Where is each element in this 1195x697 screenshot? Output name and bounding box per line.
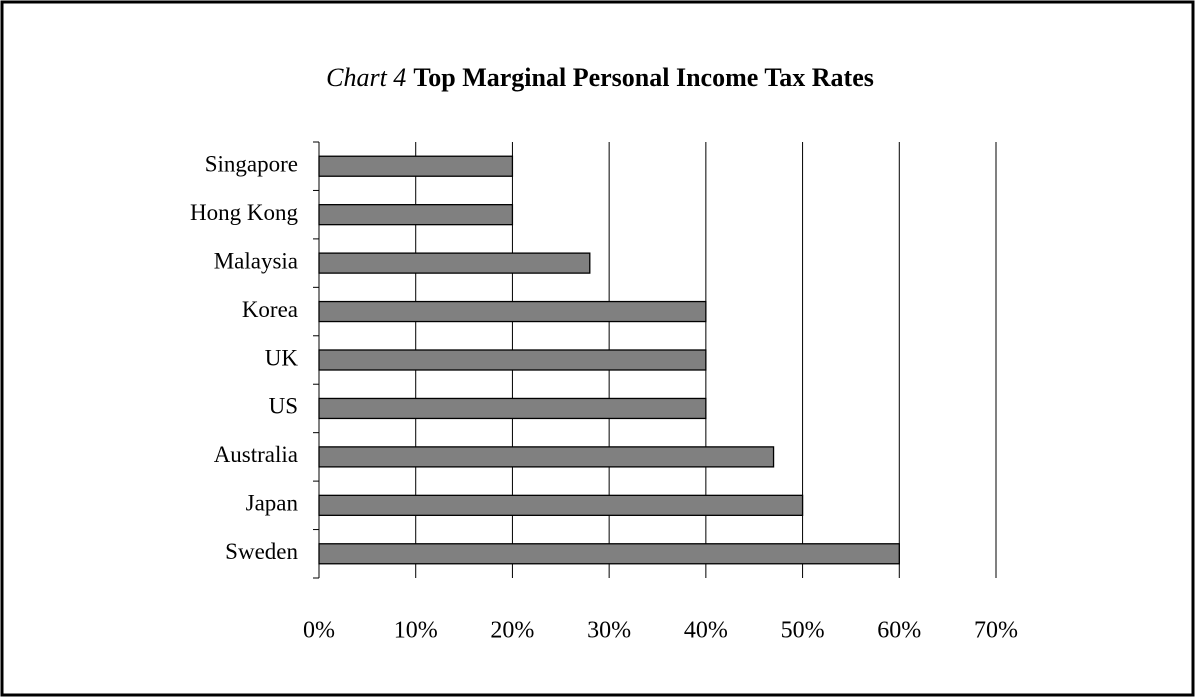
- y-tick-label: Korea: [242, 297, 298, 322]
- bar: [318, 446, 775, 468]
- y-tick-label: Japan: [246, 491, 299, 516]
- chart-title-text: Top Marginal Personal Income Tax Rates: [413, 63, 874, 92]
- chart-label: Chart 4: [326, 63, 406, 92]
- bar: [318, 155, 514, 177]
- bar: [318, 204, 514, 226]
- y-tick-label: Sweden: [225, 539, 298, 564]
- x-tick-label: 10%: [394, 618, 438, 644]
- bar: [318, 543, 900, 565]
- y-tick-label: Hong Kong: [190, 200, 298, 225]
- y-tick-label: Malaysia: [214, 248, 298, 273]
- chart-title: Chart 4 Top Marginal Personal Income Tax …: [326, 63, 874, 92]
- bar: [318, 252, 591, 274]
- y-tick-label: Australia: [214, 442, 298, 467]
- x-tick-label: 20%: [490, 618, 534, 644]
- bar: [318, 397, 707, 420]
- bar: [318, 300, 707, 323]
- y-tick-label: US: [269, 394, 298, 419]
- x-tick-label: 40%: [684, 618, 728, 644]
- x-tick-label: 30%: [587, 618, 631, 644]
- bar: [318, 349, 707, 371]
- y-tick-label: UK: [265, 345, 299, 370]
- bar: [318, 494, 804, 516]
- y-tick-label: Singapore: [205, 152, 298, 177]
- x-tick-label: 0%: [303, 618, 335, 644]
- x-tick-label: 70%: [974, 618, 1018, 644]
- x-tick-label: 60%: [877, 618, 921, 644]
- x-tick-label: 50%: [781, 618, 825, 644]
